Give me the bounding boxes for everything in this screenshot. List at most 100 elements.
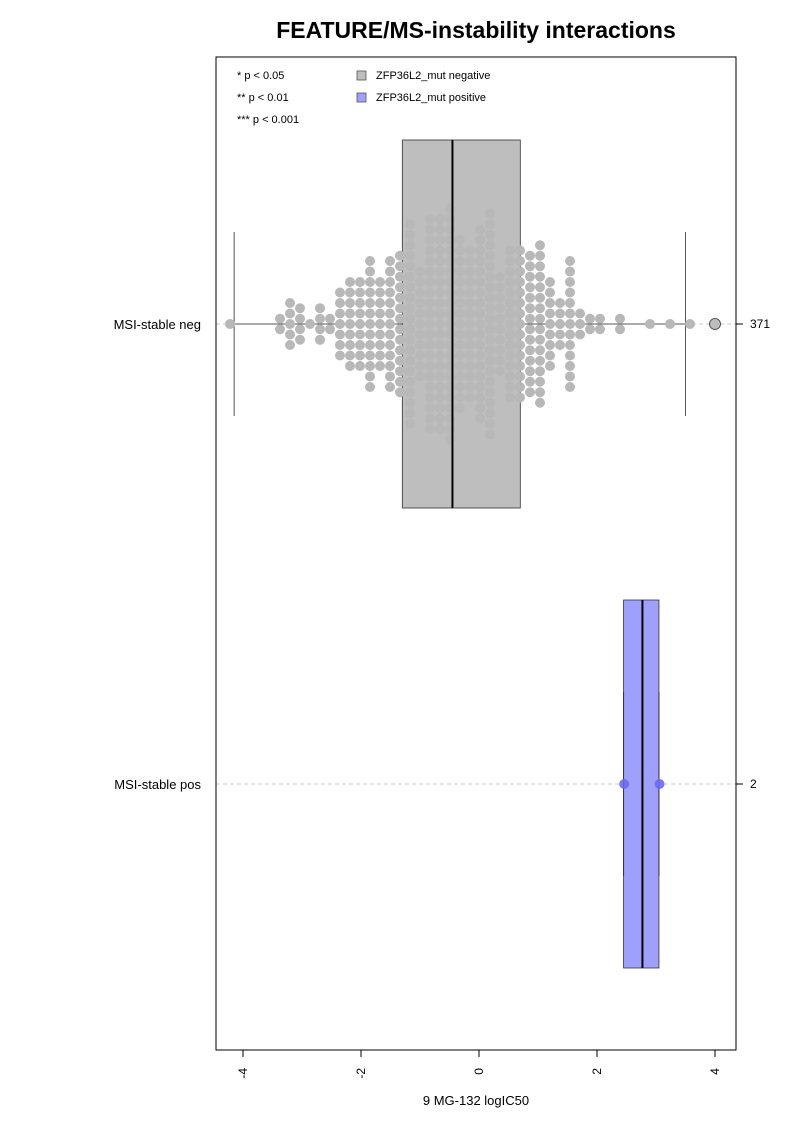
data-point-neg-171 [445,340,455,350]
data-point-neg-169 [445,329,455,340]
data-point-neg-126 [425,308,435,319]
data-point-neg-9 [295,324,305,335]
plot-area [216,139,736,969]
data-point-neg-32 [345,287,355,298]
data-point-neg-313 [525,376,535,387]
data-point-neg-262 [485,208,495,219]
data-point-neg-54 [365,266,375,277]
data-point-neg-311 [525,366,535,377]
data-point-neg-221 [465,392,475,403]
data-point-neg-205 [455,235,465,245]
beeswarm-neg [225,203,695,445]
data-point-neg-334 [545,308,555,319]
data-point-neg-162 [435,403,445,413]
data-point-neg-115 [415,308,425,319]
data-point-neg-16 [315,334,325,345]
category-label-neg: MSI-stable neg [114,317,201,332]
data-point-neg-75 [385,361,395,371]
data-point-neg-250 [485,271,495,282]
data-point-neg-195 [455,287,465,298]
data-point-neg-279 [505,350,515,361]
data-point-neg-291 [515,298,525,308]
data-point-neg-280 [505,277,515,287]
data-point-neg-176 [445,266,455,277]
data-point-neg-181 [445,392,455,403]
data-point-neg-260 [485,219,495,230]
x-axis-label: 9 MG-132 logIC50 [423,1093,529,1108]
data-point-neg-198 [455,361,465,371]
data-point-neg-68 [385,308,395,319]
data-point-neg-83 [395,303,405,314]
data-point-neg-370 [665,319,675,329]
data-point-neg-105 [405,261,415,272]
data-point-neg-268 [495,292,505,303]
data-point-neg-14 [315,324,325,335]
data-point-neg-359 [565,382,575,392]
data-point-neg-86 [395,355,405,366]
data-point-neg-211 [465,340,475,350]
data-point-neg-325 [535,366,545,377]
data-point-neg-140 [425,235,435,245]
data-point-neg-91 [395,261,405,272]
data-point-neg-21 [335,308,345,319]
data-point-neg-197 [455,277,465,287]
data-point-neg-317 [535,324,545,335]
x-tick-label-3: 0 [472,1068,486,1075]
data-point-neg-357 [565,371,575,382]
data-point-neg-212 [465,287,475,298]
data-point-neg-300 [515,382,525,392]
data-point-neg-10 [295,313,305,324]
data-point-neg-351 [565,340,575,350]
data-point-neg-228 [475,350,485,361]
data-point-neg-290 [515,329,525,340]
data-point-neg-155 [435,266,445,277]
data-point-neg-144 [425,214,435,224]
data-point-neg-239 [475,224,485,235]
data-point-neg-326 [535,271,545,282]
data-point-neg-47 [365,329,375,340]
outlier-point-neg-1 [709,318,721,330]
data-point-neg-185 [445,413,455,424]
data-point-neg-71 [385,340,395,350]
data-point-neg-360 [575,319,585,329]
data-point-neg-173 [445,350,455,361]
data-point-neg-94 [405,324,415,335]
data-point-neg-11 [295,334,305,345]
data-point-neg-333 [545,319,555,329]
data-point-neg-314 [525,261,535,272]
data-point-neg-242 [485,313,495,324]
data-point-neg-307 [525,345,535,356]
data-point-neg-223 [475,308,485,319]
data-point-neg-88 [395,366,405,377]
data-point-neg-209 [465,329,475,340]
data-point-neg-80 [395,324,405,335]
data-point-neg-316 [525,250,535,261]
data-point-neg-108 [405,397,415,408]
data-point-neg-127 [425,329,435,340]
data-point-neg-85 [395,292,405,303]
data-point-neg-180 [445,245,455,256]
category-label-pos: MSI-stable pos [114,777,201,792]
data-point-neg-43 [355,277,365,287]
data-point-neg-3 [275,313,285,324]
data-point-neg-368 [615,313,625,324]
data-point-neg-84 [395,345,405,356]
data-point-neg-227 [475,287,485,298]
data-point-neg-141 [425,403,435,413]
box-pos [623,599,660,969]
data-point-neg-265 [495,334,505,345]
data-point-neg-149 [435,298,445,308]
data-point-neg-5 [285,308,295,319]
data-point-neg-273 [505,319,515,329]
data-point-neg-116 [415,329,425,340]
data-point-neg-309 [525,355,535,366]
data-point-neg-241 [485,324,495,335]
data-point-neg-178 [445,256,455,266]
data-point-neg-237 [475,235,485,245]
x-tick-label-1: -4 [236,1068,250,1079]
data-point-neg-196 [455,350,465,361]
data-point-neg-161 [435,235,445,245]
legend-entry-negative: ZFP36L2_mut negative [376,70,490,82]
data-point-pos-1 [619,779,630,789]
data-point-neg-104 [405,376,415,387]
